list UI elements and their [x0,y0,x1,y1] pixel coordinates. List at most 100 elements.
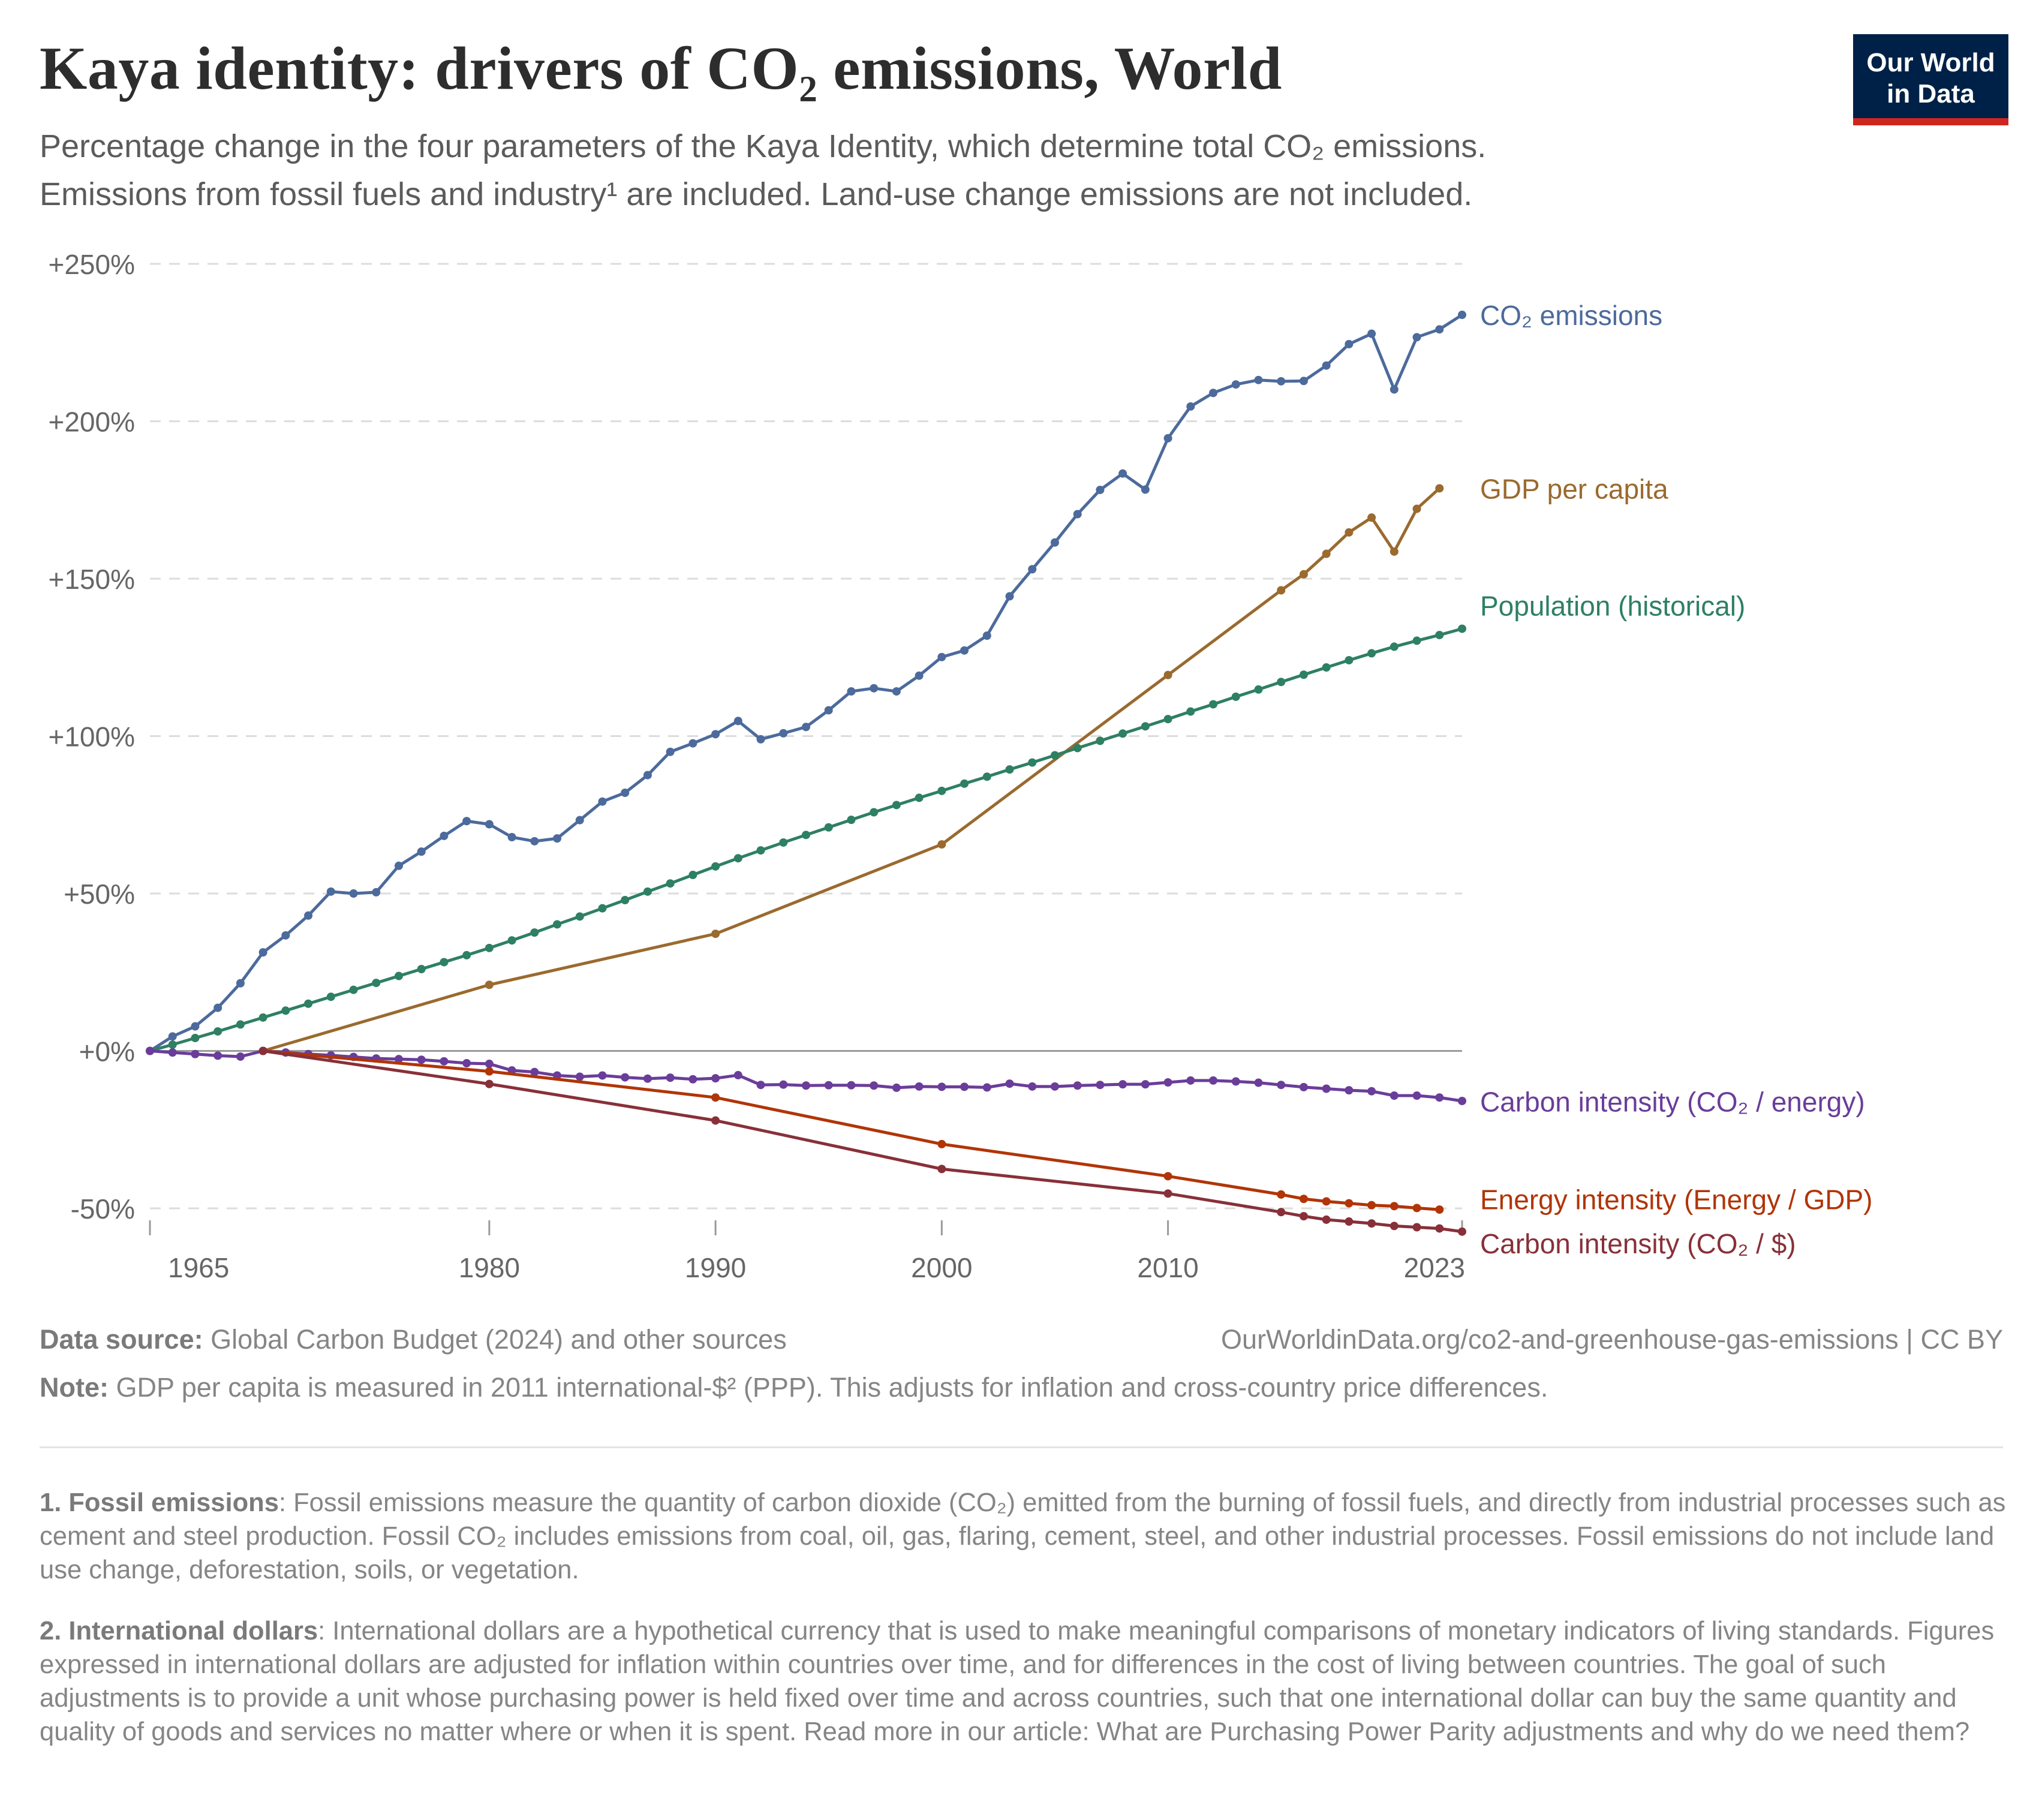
data-point[interactable] [870,1081,879,1090]
owid-logo[interactable]: Our World in Data [1853,34,2008,125]
data-point[interactable] [1005,1079,1014,1088]
data-point[interactable] [1412,1223,1421,1232]
data-point[interactable] [1412,1204,1421,1213]
data-point[interactable] [530,837,539,846]
data-point[interactable] [847,687,856,696]
data-point[interactable] [462,950,471,959]
data-point[interactable] [1367,1087,1376,1096]
data-point[interactable] [1322,1197,1331,1206]
data-point[interactable] [1096,736,1105,745]
data-point[interactable] [349,889,358,898]
series-label[interactable]: GDP per capita [1480,473,1668,504]
data-point[interactable] [1458,311,1466,320]
source-text[interactable]: Global Carbon Budget (2024) and other so… [210,1324,787,1355]
data-point[interactable] [892,1083,901,1092]
data-point[interactable] [1163,670,1172,679]
data-point[interactable] [733,854,742,863]
data-point[interactable] [937,1082,946,1091]
data-point[interactable] [1277,586,1286,595]
data-point[interactable] [1390,385,1399,394]
data-point[interactable] [1322,361,1331,370]
data-point[interactable] [372,888,381,897]
data-point[interactable] [1367,1219,1376,1228]
data-point[interactable] [1412,1091,1421,1100]
series-label[interactable]: CO₂ emissions [1480,300,1662,331]
data-point[interactable] [802,831,810,840]
series-line[interactable] [148,627,1464,1052]
data-point[interactable] [1209,1076,1218,1085]
data-point[interactable] [1163,715,1172,724]
data-point[interactable] [621,789,630,797]
data-point[interactable] [1435,325,1444,334]
data-point[interactable] [213,1027,222,1036]
data-point[interactable] [1277,1081,1286,1090]
data-point[interactable] [779,838,788,847]
data-point[interactable] [1322,1084,1331,1093]
data-point[interactable] [258,948,267,957]
data-point[interactable] [1118,469,1127,478]
data-point[interactable] [258,1046,267,1055]
series-line[interactable] [261,486,1441,1052]
data-point[interactable] [575,1072,584,1081]
data-point[interactable] [1390,642,1399,651]
data-point[interactable] [1322,549,1331,558]
series-label[interactable]: Population (historical) [1480,591,1745,622]
data-point[interactable] [349,985,358,994]
series-2[interactable] [146,624,1466,1055]
data-point[interactable] [1028,758,1037,767]
data-point[interactable] [304,911,313,920]
data-point[interactable] [440,831,449,840]
data-point[interactable] [643,771,652,780]
data-point[interactable] [733,717,742,726]
data-point[interactable] [485,1060,494,1069]
data-point[interactable] [1458,624,1466,633]
series-line[interactable] [148,313,1464,1052]
data-point[interactable] [1096,485,1105,494]
data-point[interactable] [1299,1195,1308,1204]
data-point[interactable] [982,1083,991,1092]
data-point[interactable] [1345,1086,1354,1095]
source-url-license[interactable]: OurWorldinData.org/co2-and-greenhouse-ga… [1221,1324,2003,1355]
data-point[interactable] [304,999,313,1008]
data-point[interactable] [1435,1224,1444,1233]
data-point[interactable] [1163,1172,1172,1181]
data-point[interactable] [1458,1227,1466,1236]
data-point[interactable] [1118,729,1127,738]
data-point[interactable] [281,931,290,940]
data-point[interactable] [802,723,810,732]
data-point[interactable] [394,971,403,980]
data-point[interactable] [1367,329,1376,338]
data-point[interactable] [1277,1208,1286,1217]
data-point[interactable] [847,1081,856,1090]
data-point[interactable] [1345,528,1354,537]
data-point[interactable] [960,1082,969,1091]
data-point[interactable] [1322,663,1331,672]
data-point[interactable] [621,896,630,905]
data-point[interactable] [711,1093,720,1102]
data-point[interactable] [1367,513,1376,522]
data-point[interactable] [892,687,901,696]
data-point[interactable] [915,1082,924,1091]
data-point[interactable] [417,965,426,973]
data-point[interactable] [553,920,562,929]
data-point[interactable] [462,1058,471,1067]
data-point[interactable] [372,979,381,988]
data-point[interactable] [1209,700,1218,709]
data-point[interactable] [688,1075,697,1084]
data-point[interactable] [1186,707,1195,716]
data-point[interactable] [485,1067,494,1076]
data-point[interactable] [643,1074,652,1083]
data-point[interactable] [1435,630,1444,639]
data-point[interactable] [1345,1217,1354,1226]
data-point[interactable] [213,1003,222,1012]
data-point[interactable] [1277,377,1286,386]
data-point[interactable] [1299,670,1308,679]
data-point[interactable] [1163,1078,1172,1087]
data-point[interactable] [168,1032,177,1041]
data-point[interactable] [1186,1076,1195,1085]
data-point[interactable] [168,1040,177,1049]
data-point[interactable] [1050,1082,1059,1091]
data-point[interactable] [1254,685,1263,694]
data-point[interactable] [937,1165,946,1174]
data-point[interactable] [1005,765,1014,774]
